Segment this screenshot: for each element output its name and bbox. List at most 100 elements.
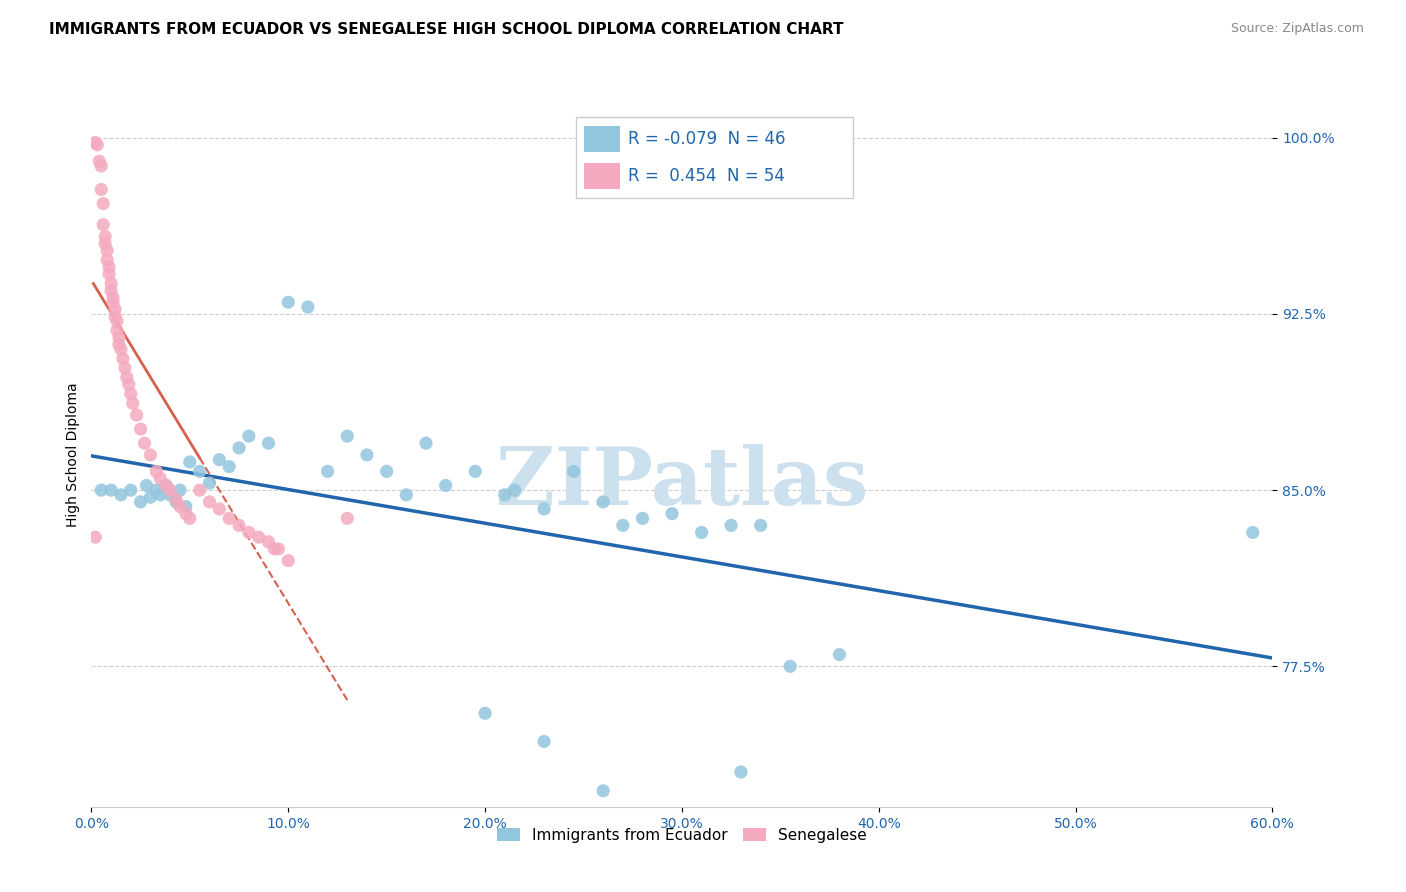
- Point: [120, 483, 142, 498]
- Point: [134, 436, 156, 450]
- Point: [86, 137, 108, 152]
- Point: [108, 337, 131, 351]
- Point: [84, 136, 107, 150]
- Point: [297, 300, 319, 314]
- Point: [118, 377, 141, 392]
- Point: [238, 525, 260, 540]
- Point: [100, 483, 122, 498]
- Point: [110, 343, 132, 357]
- Text: ZIPatlas: ZIPatlas: [496, 444, 868, 522]
- Point: [169, 500, 191, 514]
- Point: [375, 464, 398, 478]
- Point: [228, 518, 250, 533]
- Point: [120, 387, 142, 401]
- Point: [208, 452, 231, 467]
- Point: [159, 483, 181, 498]
- Point: [125, 408, 148, 422]
- Point: [533, 734, 555, 748]
- Point: [779, 659, 801, 673]
- Point: [474, 706, 496, 721]
- Point: [730, 765, 752, 780]
- Point: [336, 429, 359, 443]
- Point: [592, 495, 614, 509]
- Point: [159, 488, 181, 502]
- Point: [257, 534, 280, 549]
- Point: [155, 478, 177, 492]
- Point: [174, 500, 197, 514]
- Point: [149, 488, 172, 502]
- Point: [96, 244, 118, 258]
- Point: [96, 252, 118, 267]
- Point: [612, 518, 634, 533]
- Point: [188, 464, 211, 478]
- Point: [592, 784, 614, 798]
- Point: [94, 229, 117, 244]
- Point: [395, 488, 418, 502]
- Point: [165, 492, 187, 507]
- Point: [165, 495, 187, 509]
- Point: [464, 464, 486, 478]
- Point: [90, 159, 112, 173]
- Point: [84, 530, 107, 544]
- Point: [149, 471, 172, 485]
- Point: [104, 302, 127, 317]
- Legend: Immigrants from Ecuador, Senegalese: Immigrants from Ecuador, Senegalese: [491, 822, 873, 849]
- Point: [129, 422, 152, 436]
- Point: [503, 483, 526, 498]
- Point: [188, 483, 211, 498]
- Point: [415, 436, 437, 450]
- Point: [267, 541, 290, 556]
- Point: [139, 448, 162, 462]
- Point: [114, 361, 136, 376]
- Point: [169, 483, 191, 498]
- Point: [105, 323, 128, 337]
- Point: [121, 396, 143, 410]
- Point: [1241, 525, 1264, 540]
- Point: [494, 488, 516, 502]
- Point: [145, 464, 167, 478]
- Point: [218, 511, 240, 525]
- Point: [218, 459, 240, 474]
- Point: [179, 455, 201, 469]
- Point: [91, 196, 114, 211]
- Point: [198, 476, 221, 491]
- Point: [174, 507, 197, 521]
- Point: [356, 448, 378, 462]
- Point: [631, 511, 654, 525]
- Text: IMMIGRANTS FROM ECUADOR VS SENEGALESE HIGH SCHOOL DIPLOMA CORRELATION CHART: IMMIGRANTS FROM ECUADOR VS SENEGALESE HI…: [49, 22, 844, 37]
- Point: [179, 511, 201, 525]
- Point: [533, 502, 555, 516]
- Point: [105, 314, 128, 328]
- Point: [98, 260, 121, 274]
- Point: [263, 541, 285, 556]
- Point: [720, 518, 742, 533]
- Point: [101, 295, 124, 310]
- Point: [91, 218, 114, 232]
- Point: [101, 291, 124, 305]
- Point: [238, 429, 260, 443]
- Point: [434, 478, 457, 492]
- Point: [104, 310, 127, 324]
- Point: [336, 511, 359, 525]
- Point: [316, 464, 339, 478]
- Point: [257, 436, 280, 450]
- Point: [277, 554, 299, 568]
- Point: [198, 495, 221, 509]
- Point: [108, 330, 131, 344]
- Point: [129, 495, 152, 509]
- Point: [98, 267, 121, 281]
- Point: [100, 277, 122, 291]
- Point: [277, 295, 299, 310]
- Point: [90, 182, 112, 196]
- Point: [139, 490, 162, 504]
- Y-axis label: High School Diploma: High School Diploma: [66, 383, 80, 527]
- Point: [661, 507, 683, 521]
- Point: [110, 488, 132, 502]
- Point: [94, 236, 117, 251]
- Point: [562, 464, 585, 478]
- Point: [828, 648, 851, 662]
- Point: [115, 370, 138, 384]
- Point: [89, 154, 111, 169]
- Point: [111, 351, 134, 366]
- Point: [690, 525, 713, 540]
